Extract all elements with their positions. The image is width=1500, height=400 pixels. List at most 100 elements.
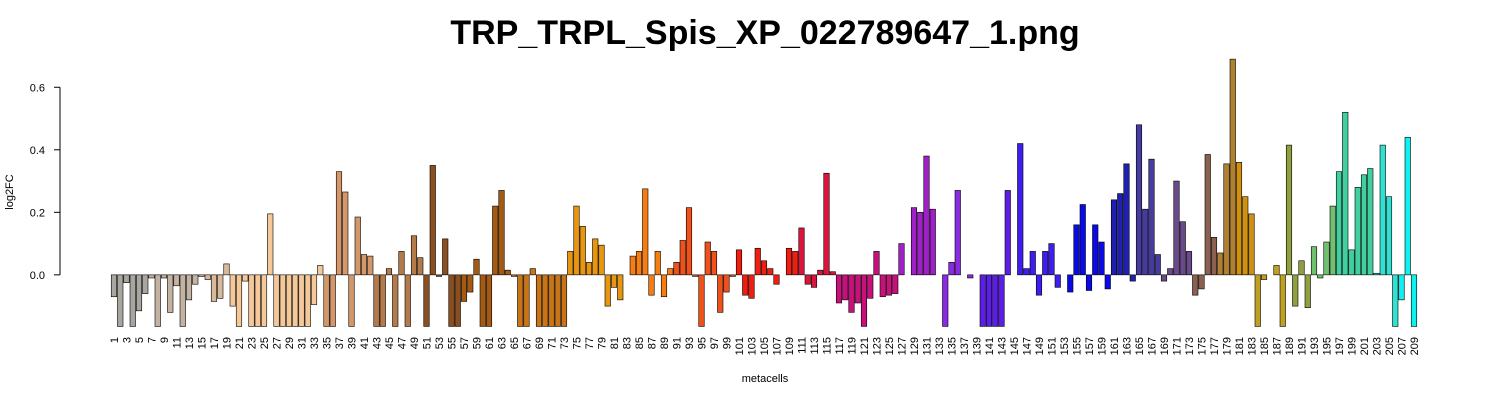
x-tick-label: 139 bbox=[972, 337, 984, 355]
x-tick-label: 87 bbox=[647, 337, 659, 349]
x-tick-label: 209 bbox=[1409, 337, 1421, 355]
bar bbox=[842, 274, 849, 301]
bar bbox=[554, 274, 561, 327]
bar bbox=[160, 274, 168, 279]
x-tick-label: 117 bbox=[834, 337, 846, 355]
x-tick-label: 25 bbox=[259, 337, 271, 349]
bar bbox=[1285, 144, 1293, 276]
bar bbox=[1198, 274, 1205, 290]
bar bbox=[879, 274, 886, 298]
bar bbox=[585, 262, 593, 276]
x-tick-label: 33 bbox=[309, 337, 321, 349]
bar bbox=[1117, 193, 1124, 276]
bar bbox=[342, 191, 349, 276]
x-tick-label: 17 bbox=[209, 337, 221, 349]
bar bbox=[1404, 136, 1411, 276]
bar bbox=[1329, 205, 1336, 276]
bar bbox=[304, 274, 311, 327]
bar bbox=[117, 274, 124, 327]
bar bbox=[1335, 171, 1343, 276]
bar bbox=[1298, 260, 1305, 276]
bar bbox=[1398, 274, 1405, 301]
x-tick-label: 129 bbox=[909, 337, 921, 355]
bar bbox=[398, 251, 405, 276]
bar bbox=[1123, 163, 1130, 276]
x-tick-label: 109 bbox=[784, 337, 796, 355]
bar bbox=[110, 274, 118, 298]
bar bbox=[1323, 241, 1330, 276]
bar bbox=[1110, 199, 1118, 276]
bar bbox=[629, 255, 636, 276]
x-tick-label: 103 bbox=[747, 337, 759, 355]
bar bbox=[1235, 161, 1243, 276]
x-tick-label: 127 bbox=[897, 337, 909, 355]
x-tick-label: 27 bbox=[272, 337, 284, 349]
bar bbox=[1342, 111, 1349, 276]
bar bbox=[573, 205, 580, 276]
x-tick-label: 73 bbox=[559, 337, 571, 349]
bar bbox=[748, 274, 755, 299]
bar bbox=[248, 274, 255, 327]
bar bbox=[1167, 268, 1174, 276]
bar bbox=[673, 262, 680, 276]
x-tick-label: 197 bbox=[1334, 337, 1346, 355]
x-tick-label: 195 bbox=[1322, 337, 1334, 355]
bar bbox=[660, 274, 668, 298]
x-tick-label: 107 bbox=[772, 337, 784, 355]
bar bbox=[229, 274, 236, 307]
bar bbox=[1273, 265, 1280, 276]
bar bbox=[854, 274, 861, 304]
bar bbox=[123, 274, 130, 283]
x-tick-label: 173 bbox=[1184, 337, 1196, 355]
y-tick-label: 0.4 bbox=[30, 145, 45, 157]
y-tick-label: 0.2 bbox=[30, 207, 45, 219]
x-tick-label: 43 bbox=[372, 337, 384, 349]
x-tick-label: 163 bbox=[1122, 337, 1134, 355]
x-tick-label: 21 bbox=[234, 337, 246, 349]
x-tick-label: 151 bbox=[1047, 337, 1059, 355]
bar bbox=[1160, 274, 1168, 282]
x-tick-label: 97 bbox=[709, 337, 721, 349]
x-tick-label: 141 bbox=[984, 337, 996, 355]
bar bbox=[860, 274, 868, 327]
bar bbox=[717, 274, 724, 313]
bar bbox=[260, 274, 268, 327]
bar bbox=[367, 255, 374, 276]
bar bbox=[129, 274, 136, 327]
x-tick-label: 149 bbox=[1034, 337, 1046, 355]
bar bbox=[867, 274, 874, 299]
x-tick-label: 157 bbox=[1084, 337, 1096, 355]
bar bbox=[835, 274, 843, 304]
x-tick-label: 71 bbox=[547, 337, 559, 349]
bar bbox=[1248, 213, 1255, 276]
bar bbox=[817, 269, 824, 276]
x-tick-label: 23 bbox=[247, 337, 259, 349]
bar bbox=[1392, 274, 1399, 327]
bar bbox=[1379, 144, 1386, 276]
chart-title: TRP_TRPL_Spis_XP_022789647_1.png bbox=[450, 14, 1079, 52]
bar bbox=[923, 155, 930, 276]
bar bbox=[917, 212, 924, 276]
bar bbox=[354, 216, 361, 276]
x-tick-label: 9 bbox=[159, 337, 171, 343]
bar bbox=[517, 274, 524, 327]
x-tick-label: 11 bbox=[172, 337, 184, 348]
bar bbox=[448, 274, 455, 327]
x-tick-label: 105 bbox=[759, 337, 771, 355]
x-tick-label: 75 bbox=[572, 337, 584, 349]
x-tick-label: 121 bbox=[859, 337, 871, 355]
bar bbox=[848, 274, 855, 313]
bar bbox=[567, 251, 574, 276]
bar bbox=[273, 274, 280, 327]
bar bbox=[404, 274, 411, 327]
bar bbox=[1073, 224, 1080, 276]
bar bbox=[1229, 58, 1236, 276]
bar bbox=[185, 274, 193, 301]
bar bbox=[1148, 158, 1155, 276]
bar bbox=[648, 274, 655, 296]
bar bbox=[204, 274, 211, 280]
bar bbox=[310, 274, 318, 305]
bar bbox=[460, 274, 468, 302]
bar bbox=[217, 274, 224, 299]
bar bbox=[610, 274, 618, 288]
